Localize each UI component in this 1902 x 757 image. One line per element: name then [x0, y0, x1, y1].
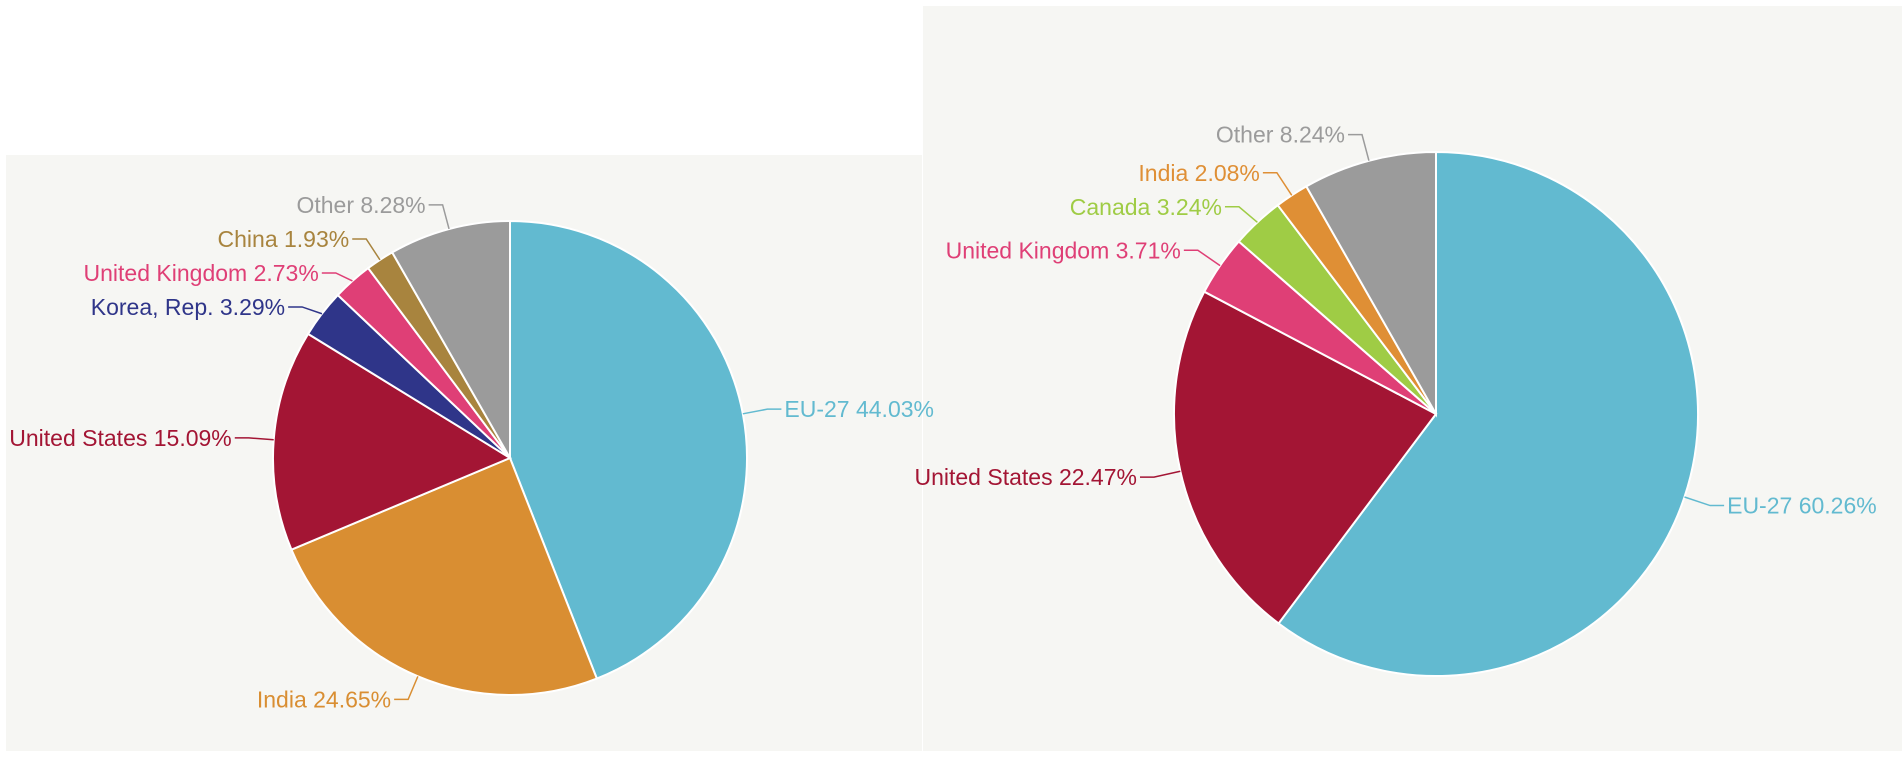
leader-line: [1139, 470, 1181, 478]
slice-label: Other 8.24%: [1216, 122, 1345, 148]
leader-line: [288, 306, 323, 315]
slice-label: United Kingdom 3.71%: [946, 237, 1181, 263]
leader-line: [1224, 206, 1258, 223]
leader-line: [1183, 249, 1221, 267]
slice-label: Korea, Rep. 3.29%: [91, 294, 285, 320]
leader-line: [742, 408, 782, 415]
pie-slice-eu: [509, 219, 748, 680]
slice-label: India 2.08%: [1138, 160, 1259, 186]
pie-chart-left: Other 8.28% China 1.93% United Kingdom 2.7…: [9, 192, 934, 713]
leader-line: [1684, 496, 1725, 507]
pie-slice-united-states: [1173, 290, 1438, 625]
slice-label: United Kingdom 2.73%: [84, 260, 319, 286]
slice-label: United States 15.09%: [9, 425, 231, 451]
slice-label: China 1.93%: [218, 226, 350, 252]
leader-line: [1348, 133, 1370, 161]
slice-label: United States 22.47%: [914, 464, 1136, 490]
slice-label: EU-27 44.03%: [784, 396, 934, 422]
leader-line: [352, 238, 381, 261]
slice-label: EU-27 60.26%: [1727, 493, 1877, 519]
leader-line: [1262, 172, 1293, 196]
leader-line: [321, 272, 353, 282]
leader-line: [394, 676, 419, 701]
leader-line: [234, 437, 274, 441]
leader-line: [428, 204, 450, 230]
slice-label: Other 8.28%: [296, 192, 425, 218]
slice-label: Canada 3.24%: [1070, 194, 1222, 220]
pie-slice-india: [290, 456, 599, 696]
pie-slice-united-states: [272, 332, 513, 551]
pie-slice-other: [1304, 150, 1437, 418]
pie-chart-right: Other 8.24% India 2.08% Canada 3.24% United…: [914, 122, 1877, 677]
slice-label: India 24.65%: [257, 686, 391, 712]
